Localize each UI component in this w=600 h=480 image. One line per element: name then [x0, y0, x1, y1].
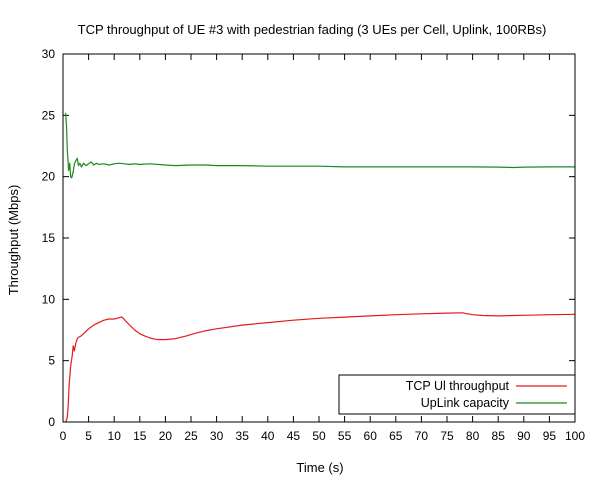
x-tick-label: 55 — [338, 429, 352, 443]
x-tick-label: 25 — [184, 429, 198, 443]
legend: TCP Ul throughput UpLink capacity — [338, 374, 576, 415]
x-tick-label: 20 — [159, 429, 173, 443]
x-tick-label: 15 — [133, 429, 147, 443]
y-tick-label: 10 — [42, 292, 56, 306]
legend-box — [338, 374, 576, 415]
y-tick-label: 20 — [42, 170, 56, 184]
x-tick-label: 100 — [565, 429, 585, 443]
x-tick-label: 45 — [287, 429, 301, 443]
x-tick-label: 95 — [543, 429, 557, 443]
legend-label-tcp-ul-throughput: TCP Ul throughput — [406, 379, 510, 393]
axis-ticks: 0 5 10 15 20 25 30 35 40 45 50 55 60 65 70 75 80 85 90 95 10… — [42, 47, 586, 443]
series-line-uplink-capacity — [65, 112, 575, 179]
x-tick-label: 75 — [440, 429, 454, 443]
x-tick-label: 70 — [415, 429, 429, 443]
y-tick-label: 0 — [48, 415, 55, 429]
x-tick-label: 5 — [85, 429, 92, 443]
y-tick-label: 15 — [42, 231, 56, 245]
y-tick-label: 30 — [42, 47, 56, 61]
x-tick-label: 85 — [492, 429, 506, 443]
x-tick-label: 30 — [210, 429, 224, 443]
x-tick-label: 35 — [236, 429, 250, 443]
x-tick-label: 65 — [389, 429, 403, 443]
plot-series — [65, 112, 576, 423]
x-tick-label: 60 — [364, 429, 378, 443]
series-line-tcp-ul-throughput — [65, 312, 576, 423]
y-tick-label: 5 — [48, 354, 55, 368]
x-tick-label: 50 — [312, 429, 326, 443]
plot-frame — [62, 53, 576, 423]
x-axis-label: Time (s) — [296, 460, 343, 475]
x-tick-label: 80 — [466, 429, 480, 443]
legend-label-uplink-capacity: UpLink capacity — [421, 396, 510, 410]
y-axis-label: Throughput (Mbps) — [6, 185, 21, 296]
x-tick-label: 10 — [108, 429, 122, 443]
x-tick-label: 40 — [261, 429, 275, 443]
x-tick-label: 90 — [517, 429, 531, 443]
x-tick-label: 0 — [60, 429, 67, 443]
chart-title: TCP throughput of UE #3 with pedestrian … — [78, 22, 547, 37]
y-tick-label: 25 — [42, 108, 56, 122]
